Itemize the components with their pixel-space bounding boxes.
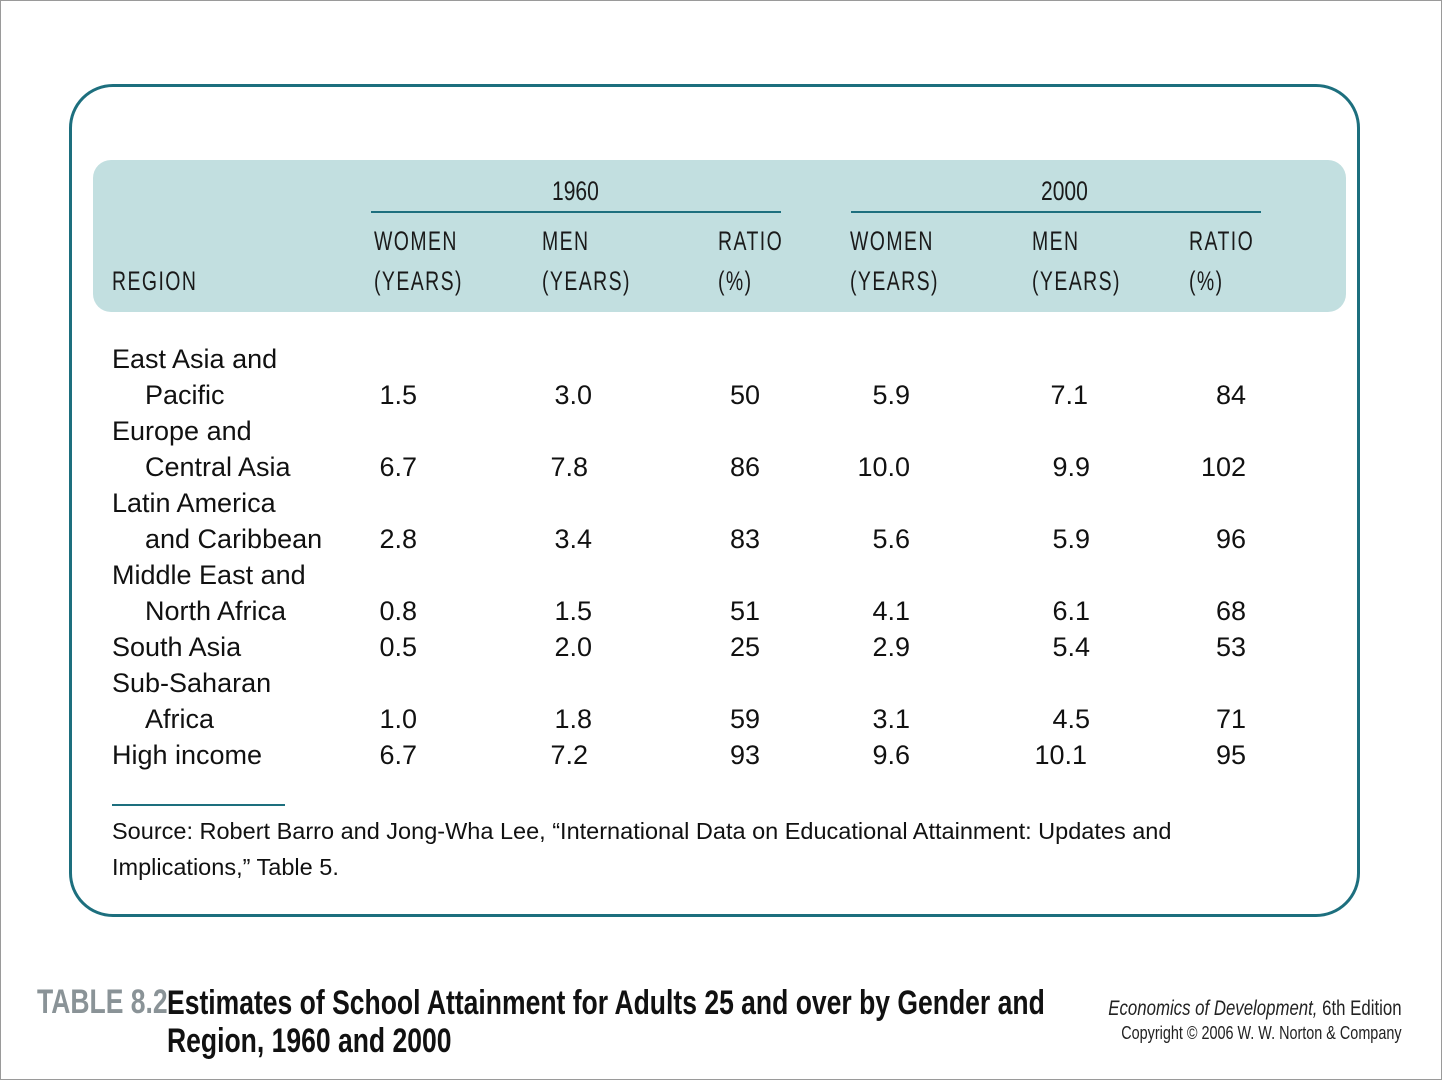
women-2000-value: 9.6 (872, 740, 910, 770)
ratio-2000-value: 96 (1215, 524, 1246, 554)
region-name: East Asia and (112, 344, 278, 374)
ratio-2000-value: 84 (1215, 380, 1246, 410)
region-name-continued: Pacific (145, 380, 225, 410)
year-group-2000: 2000 (1041, 176, 1088, 206)
men-2000-value: 9.9 (1052, 452, 1090, 482)
region-name-continued: North Africa (145, 596, 287, 626)
men-2000-value: 5.9 (1052, 524, 1090, 554)
men-2000-value: 4.5 (1052, 704, 1090, 734)
women-1960-value: 0.5 (379, 632, 417, 662)
region-name-continued: Africa (145, 704, 215, 734)
women-1960-value: 0.8 (379, 596, 417, 626)
region-name: High income (112, 740, 263, 770)
ratio-1960-value: 51 (729, 596, 760, 626)
men-1960-value: 1.8 (554, 704, 592, 734)
year-group-1960: 1960 (552, 176, 599, 206)
column-header-ratio-1960-unit: (%) (718, 266, 753, 296)
region-name: Latin America (112, 488, 276, 518)
women-1960-value: 2.8 (379, 524, 417, 554)
women-2000-value: 10.0 (857, 452, 910, 482)
column-header-women-1960-unit: (YEARS) (374, 266, 463, 296)
ratio-1960-value: 93 (729, 740, 760, 770)
table-number: TABLE 8.2 (37, 983, 168, 1021)
ratio-2000-value: 53 (1215, 632, 1246, 662)
year-rule-2000 (851, 211, 1261, 213)
column-header-men-1960-unit: (YEARS) (542, 266, 631, 296)
women-2000-value: 3.1 (872, 704, 910, 734)
region-name: South Asia (112, 632, 242, 662)
women-2000-value: 5.6 (872, 524, 910, 554)
column-header-women-1960: WOMEN (374, 226, 458, 256)
region-name: Europe and (112, 416, 252, 446)
ratio-1960-value: 59 (729, 704, 760, 734)
table-title: Estimates of School Attainment for Adult… (167, 984, 1045, 1060)
ratio-2000-value: 95 (1215, 740, 1246, 770)
women-1960-value: 1.0 (379, 704, 417, 734)
women-1960-value: 6.7 (379, 452, 417, 482)
men-1960-value: 3.0 (554, 380, 592, 410)
region-name-continued: Central Asia (145, 452, 291, 482)
book-title: Economics of Development, (1108, 997, 1318, 1020)
women-2000-value: 5.9 (872, 380, 910, 410)
ratio-1960-value: 50 (729, 380, 760, 410)
table-card (69, 84, 1360, 917)
year-rule-1960 (371, 211, 781, 213)
women-1960-value: 1.5 (379, 380, 417, 410)
source-rule (112, 804, 285, 806)
men-2000-value: 6.1 (1052, 596, 1090, 626)
men-1960-value: 3.4 (554, 524, 592, 554)
region-name: Sub-Saharan (112, 668, 272, 698)
women-2000-value: 2.9 (872, 632, 910, 662)
men-1960-value: 7.2 (550, 740, 588, 770)
column-header-women-2000-unit: (YEARS) (850, 266, 939, 296)
column-header-ratio-1960: RATIO (718, 226, 784, 256)
men-2000-value: 10.1 (1034, 740, 1087, 770)
ratio-2000-value: 102 (1200, 452, 1246, 482)
region-name-continued: and Caribbean (145, 524, 323, 554)
column-header-men-1960: MEN (542, 226, 590, 256)
book-credit: Economics of Development, 6th Edition Co… (1035, 997, 1402, 1044)
men-1960-value: 2.0 (554, 632, 592, 662)
column-header-ratio-2000-unit: (%) (1189, 266, 1224, 296)
table-header-band (93, 160, 1346, 312)
column-header-men-2000: MEN (1032, 226, 1080, 256)
table-title-line-2: Region, 1960 and 2000 (167, 1022, 452, 1060)
ratio-2000-value: 71 (1215, 704, 1246, 734)
table-title-line-1: Estimates of School Attainment for Adult… (167, 984, 1045, 1022)
men-1960-value: 1.5 (554, 596, 592, 626)
ratio-1960-value: 83 (729, 524, 760, 554)
book-edition: 6th Edition (1317, 997, 1402, 1020)
source-note: Source: Robert Barro and Jong-Wha Lee, “… (112, 818, 1172, 880)
column-header-men-2000-unit: (YEARS) (1032, 266, 1121, 296)
region-name: Middle East and (112, 560, 306, 590)
women-2000-value: 4.1 (872, 596, 910, 626)
column-header-ratio-2000: RATIO (1189, 226, 1255, 256)
book-title-line: Economics of Development, 6th Edition (1109, 997, 1402, 1021)
ratio-1960-value: 25 (729, 632, 760, 662)
copyright-notice: Copyright © 2006 W. W. Norton & Company (1121, 1023, 1402, 1043)
women-1960-value: 6.7 (379, 740, 417, 770)
men-2000-value: 7.1 (1050, 380, 1088, 410)
column-header-women-2000: WOMEN (850, 226, 934, 256)
ratio-1960-value: 86 (729, 452, 760, 482)
column-header-region: REGION (112, 266, 198, 296)
men-2000-value: 5.4 (1052, 632, 1090, 662)
ratio-2000-value: 68 (1215, 596, 1246, 626)
men-1960-value: 7.8 (550, 452, 588, 482)
